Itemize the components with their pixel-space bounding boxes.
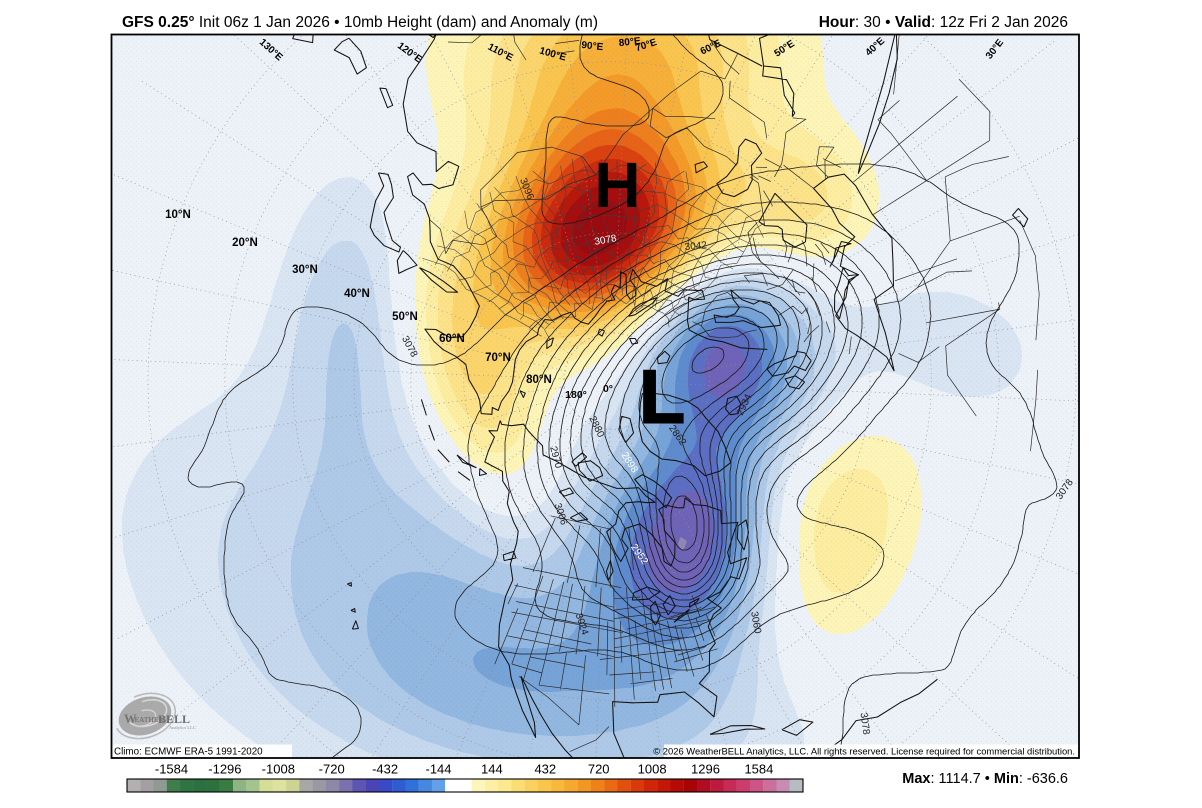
svg-text:10°N: 10°N xyxy=(165,209,191,221)
svg-text:BELL: BELL xyxy=(158,712,190,726)
svg-text:W: W xyxy=(124,712,137,726)
svg-text:1296: 1296 xyxy=(691,762,720,777)
svg-text:720: 720 xyxy=(588,762,610,777)
svg-text:90°E: 90°E xyxy=(581,40,604,53)
svg-text:30°N: 30°N xyxy=(292,264,318,276)
svg-text:3078: 3078 xyxy=(857,712,871,736)
svg-text:1008: 1008 xyxy=(638,762,667,777)
svg-text:70°N: 70°N xyxy=(485,352,511,364)
svg-text:3042: 3042 xyxy=(684,240,708,253)
svg-text:Analytics LLC: Analytics LLC xyxy=(169,725,196,730)
svg-text:-1296: -1296 xyxy=(208,762,241,777)
svg-text:-1008: -1008 xyxy=(262,762,295,777)
svg-text:80°N: 80°N xyxy=(526,374,552,386)
svg-text:-432: -432 xyxy=(372,762,398,777)
svg-text:60°N: 60°N xyxy=(439,333,465,345)
svg-text:0°: 0° xyxy=(603,383,613,395)
svg-text:-720: -720 xyxy=(319,762,345,777)
svg-text:3078: 3078 xyxy=(594,233,618,248)
svg-text:Climo: ECMWF ERA-5 1991-2020: Climo: ECMWF ERA-5 1991-2020 xyxy=(114,747,263,758)
svg-text:-144: -144 xyxy=(425,762,451,777)
svg-text:180°: 180° xyxy=(565,389,587,401)
svg-text:40°N: 40°N xyxy=(344,288,370,300)
svg-text:Max: 1114.7 • Min: -636.6: Max: 1114.7 • Min: -636.6 xyxy=(902,771,1068,787)
svg-text:Hour: 30 • Valid: 12z Fri 2 Ja: Hour: 30 • Valid: 12z Fri 2 Jan 2026 xyxy=(819,14,1068,31)
svg-text:L: L xyxy=(639,355,685,439)
svg-text:© 2026 WeatherBELL Analytics,: © 2026 WeatherBELL Analytics, LLC. All r… xyxy=(653,746,1075,757)
svg-text:432: 432 xyxy=(534,762,556,777)
svg-text:EATHER: EATHER xyxy=(135,716,165,724)
svg-text:H: H xyxy=(594,149,640,221)
svg-text:1584: 1584 xyxy=(744,762,773,777)
svg-text:80°E: 80°E xyxy=(618,36,641,49)
svg-text:-1584: -1584 xyxy=(155,762,188,777)
svg-text:20°N: 20°N xyxy=(232,237,258,249)
svg-text:GFS 0.25° Init 06z 1 Jan 2026: GFS 0.25° Init 06z 1 Jan 2026 • 10mb Hei… xyxy=(122,14,598,31)
svg-text:144: 144 xyxy=(481,762,503,777)
svg-text:3060: 3060 xyxy=(748,611,763,635)
svg-text:50°N: 50°N xyxy=(392,311,418,323)
